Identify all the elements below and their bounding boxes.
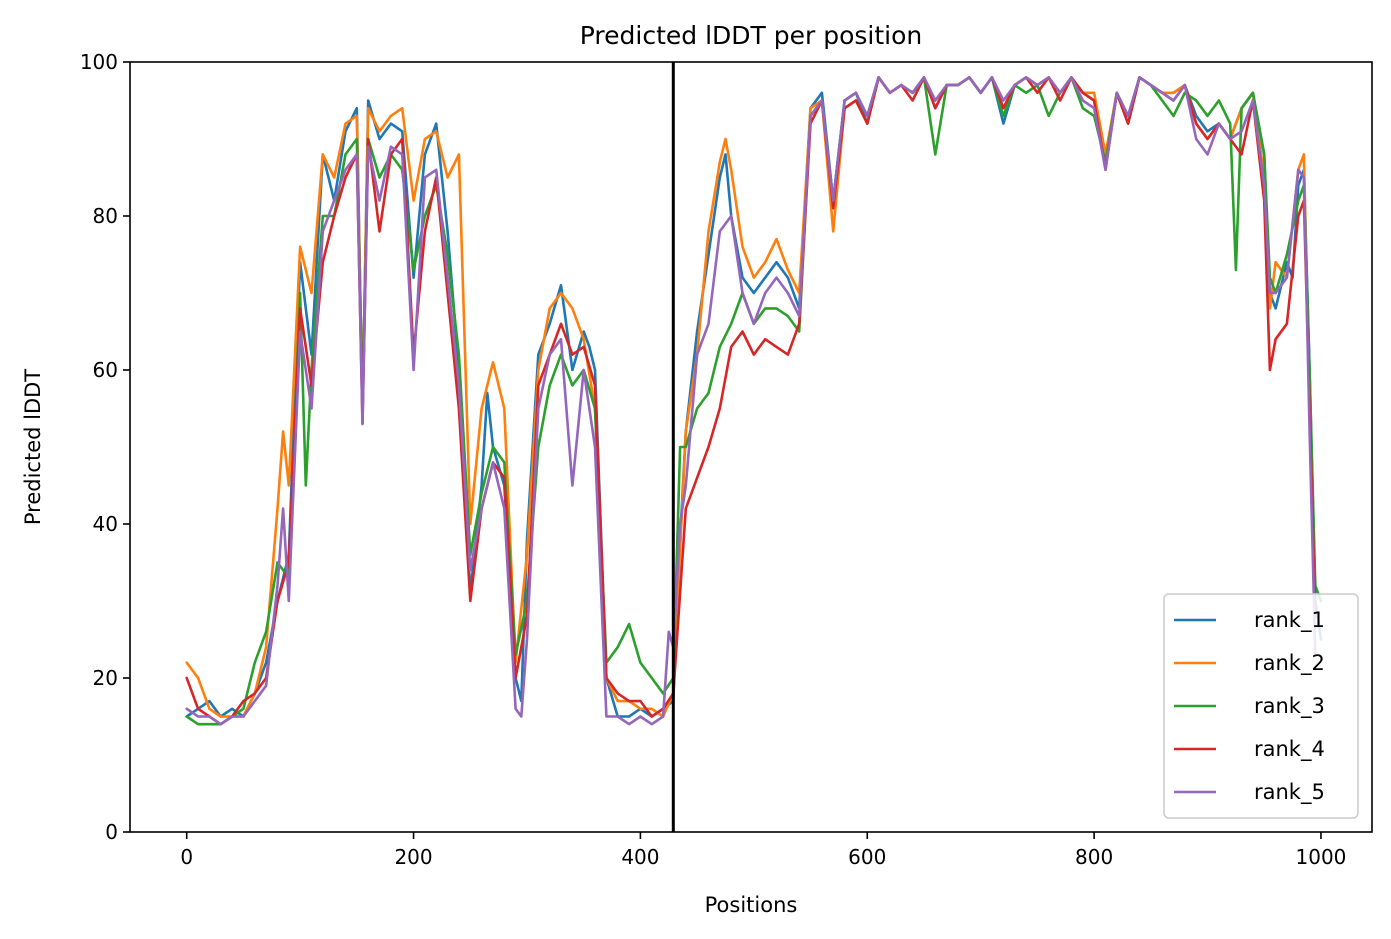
y-tick-label: 40 <box>93 512 118 536</box>
x-tick-label: 0 <box>180 845 193 869</box>
y-tick-label: 100 <box>80 50 118 74</box>
y-axis-label: Predicted lDDT <box>21 369 45 525</box>
chart-title: Predicted lDDT per position <box>580 21 922 50</box>
legend-box <box>1163 593 1359 819</box>
legend: rank_1 rank_2 rank_3 rank_4 rank_5 <box>1163 593 1359 819</box>
y-axis: 0 20 40 60 80 100 <box>80 50 130 844</box>
series-layer <box>185 76 1323 726</box>
y-tick-label: 20 <box>93 666 118 690</box>
legend-label-rank_2: rank_2 <box>1254 651 1325 676</box>
x-axis-label: Positions <box>705 893 798 917</box>
x-tick-label: 1000 <box>1296 845 1347 869</box>
y-tick-label: 60 <box>93 358 118 382</box>
x-tick-label: 600 <box>848 845 886 869</box>
y-tick-label: 0 <box>105 820 118 844</box>
y-tick-label: 80 <box>93 204 118 228</box>
x-tick-label: 800 <box>1075 845 1113 869</box>
x-tick-label: 400 <box>621 845 659 869</box>
x-tick-label: 200 <box>394 845 432 869</box>
legend-label-rank_1: rank_1 <box>1254 608 1325 633</box>
legend-label-rank_4: rank_4 <box>1254 737 1325 762</box>
plot-frame <box>129 61 1373 833</box>
legend-label-rank_3: rank_3 <box>1254 694 1325 719</box>
x-axis: 0 200 400 600 800 1000 <box>180 832 1346 869</box>
series-line-rank_5 <box>185 76 1317 726</box>
legend-label-rank_5: rank_5 <box>1254 780 1325 805</box>
